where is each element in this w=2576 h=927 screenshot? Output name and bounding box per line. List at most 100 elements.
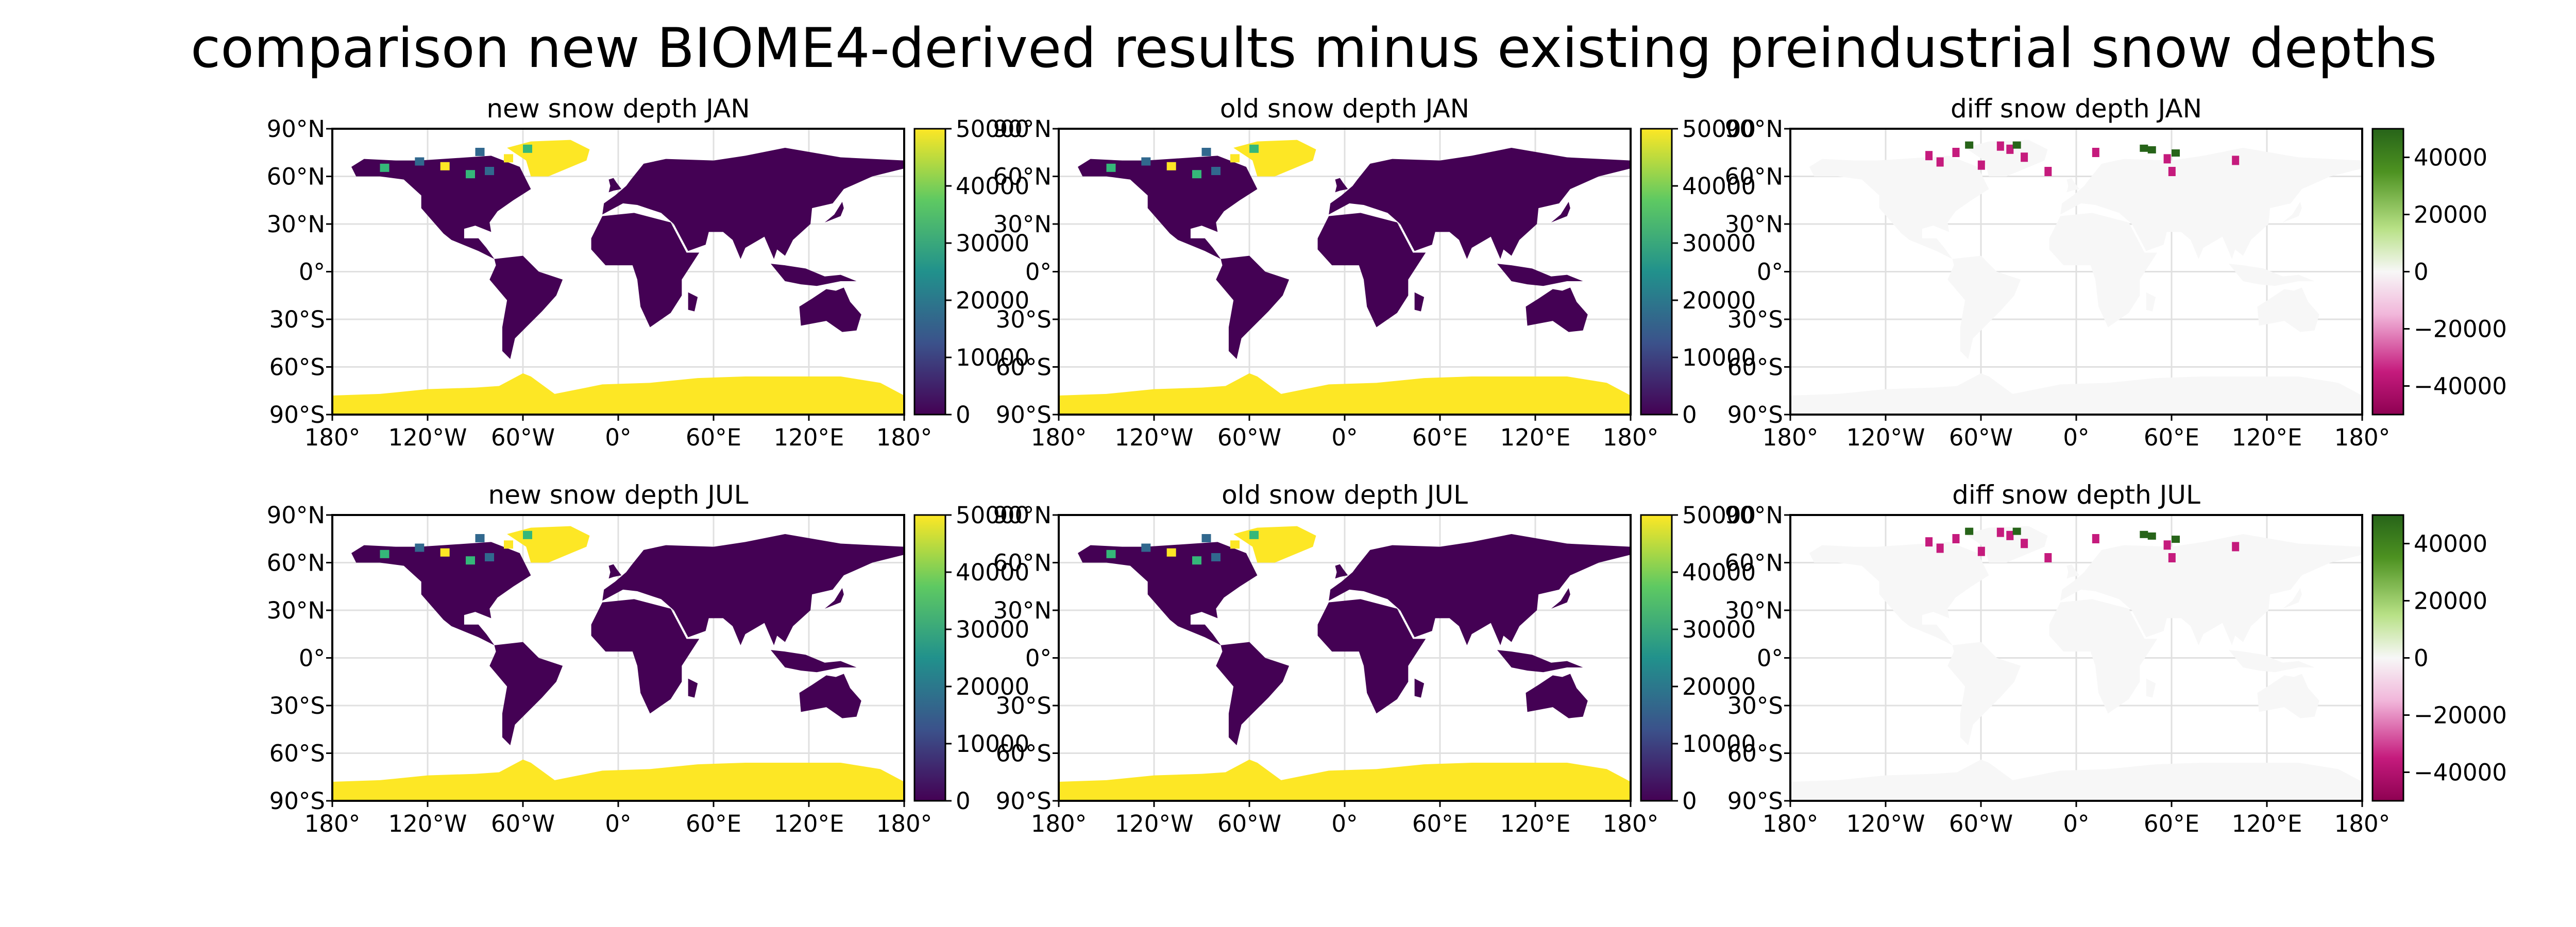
land-eurasia — [602, 148, 904, 259]
land-australia — [2257, 287, 2319, 332]
snow-cell — [1166, 162, 1176, 170]
x-tick-label: 120°W — [1846, 810, 1925, 837]
y-tick-label: 90°N — [1725, 502, 1783, 529]
x-tick-label: 60°W — [491, 810, 555, 837]
snow-cell — [1141, 543, 1151, 552]
x-tick-label: 120°W — [1115, 424, 1194, 451]
colorbar — [2371, 514, 2404, 802]
y-tick-label: 60°N — [267, 550, 325, 577]
colorbar-tick-label: 10000 — [1682, 344, 1756, 371]
diff-negative-cell — [1996, 141, 2004, 151]
diff-negative-cell — [2168, 167, 2176, 176]
plot-area — [332, 515, 904, 801]
snow-cell — [1249, 530, 1259, 539]
diff-negative-cell — [1977, 160, 1985, 170]
y-tick-label: 60°N — [993, 550, 1052, 577]
land-japan — [1551, 588, 1570, 609]
diff-negative-cell — [1925, 151, 1933, 161]
y-tick-label: 30°S — [996, 692, 1052, 719]
diff-positive-cell — [2140, 530, 2148, 538]
snow-cell — [1201, 534, 1211, 542]
snow-cell — [440, 548, 450, 557]
land-africa — [1317, 213, 1426, 328]
diff-negative-cell — [2006, 144, 2014, 154]
x-tick-label: 0° — [2063, 424, 2089, 451]
land-uk — [2066, 178, 2080, 193]
y-tick-label: 30°N — [993, 597, 1052, 624]
colorbar-tick-label: −40000 — [2414, 373, 2507, 400]
diff-negative-cell — [2092, 534, 2099, 543]
x-tick-label: 120°E — [1500, 810, 1571, 837]
x-tick-label: 60°E — [1412, 424, 1468, 451]
y-tick-label: 90°S — [269, 787, 325, 815]
diff-negative-cell — [1952, 148, 1960, 157]
land-australia — [799, 674, 861, 718]
snow-cell — [466, 556, 475, 565]
land-namerica — [1809, 156, 1989, 259]
land-madagascar — [2146, 292, 2156, 312]
snow-cell — [466, 170, 475, 179]
snow-cell — [485, 553, 494, 561]
snow-cell — [1192, 170, 1201, 179]
colorbar-tick-label: 10000 — [956, 344, 1029, 371]
y-tick-label: 90°S — [269, 401, 325, 428]
land-greenland — [1965, 140, 2048, 177]
colorbar-tick-label: 40000 — [1682, 173, 1756, 200]
map-panel-new-jan: new snow depth JAN 180° 120°W 60°W 0° 60°E 120… — [267, 94, 1030, 451]
diff-negative-cell — [1952, 534, 1960, 543]
y-tick-label: 30°S — [1727, 306, 1783, 333]
land-japan — [824, 201, 844, 222]
snow-cell — [1192, 556, 1201, 565]
diff-negative-cell — [1936, 157, 1944, 167]
land-eurasia — [1329, 148, 1631, 259]
x-tick-label: 180° — [1762, 424, 1818, 451]
x-tick-label: 60°W — [1217, 810, 1281, 837]
panel-title: new snow depth JUL — [488, 480, 749, 510]
x-tick-label: 60°E — [2144, 810, 2199, 837]
y-tick-label: 30°S — [1727, 692, 1783, 719]
map-panel-old-jan: old snow depth JAN 180° 120°W 60°W 0° 60°E 120… — [993, 94, 1756, 451]
colorbar-tick-label: 20000 — [2414, 201, 2487, 229]
diff-negative-cell — [2092, 148, 2099, 157]
x-tick-label: 120°E — [1500, 424, 1571, 451]
y-tick-label: 60°S — [269, 740, 325, 767]
land-namerica — [1809, 542, 1989, 645]
y-tick-label: 0° — [1757, 259, 1783, 286]
colorbar-tick-label: −20000 — [2414, 702, 2507, 729]
diff-negative-cell — [1936, 543, 1944, 553]
diff-negative-cell — [2163, 154, 2171, 164]
y-tick-label: 60°S — [1727, 354, 1783, 381]
land-eurasia — [2060, 148, 2362, 259]
y-tick-label: 60°N — [1725, 163, 1783, 191]
colorbar-tick-label: 40000 — [2414, 144, 2487, 171]
snow-cell — [504, 154, 513, 163]
snow-cell — [475, 534, 485, 542]
land-japan — [824, 588, 844, 609]
y-tick-label: 30°N — [1725, 211, 1783, 238]
diff-positive-cell — [2147, 532, 2156, 540]
y-tick-label: 60°S — [996, 740, 1052, 767]
land-australia — [1526, 674, 1588, 718]
colorbar-tick-label: 40000 — [956, 173, 1029, 200]
y-tick-label: 90°N — [267, 502, 325, 529]
snow-cell — [523, 144, 532, 153]
land-samerica — [1216, 255, 1290, 359]
land-madagascar — [1414, 678, 1425, 698]
diff-positive-cell — [2012, 527, 2021, 535]
diff-positive-cell — [2012, 141, 2021, 149]
diff-negative-cell — [2044, 553, 2052, 562]
colorbar-tick-label: 30000 — [956, 230, 1029, 257]
y-tick-label: 30°S — [269, 306, 325, 333]
colorbar-tick-label: 0 — [956, 401, 971, 428]
land-antarctica — [1790, 373, 2362, 415]
x-tick-label: 60°W — [1949, 424, 2013, 451]
land-australia — [799, 287, 861, 332]
colorbar-tick-label: 50000 — [1682, 115, 1756, 143]
land-antarctica — [332, 759, 904, 801]
x-tick-label: 0° — [1331, 810, 1358, 837]
diff-negative-cell — [1996, 527, 2004, 537]
land-indonesia — [1497, 650, 1583, 673]
land-africa — [591, 599, 700, 714]
panel-title: diff snow depth JUL — [1952, 480, 2200, 510]
colorbar-tick-label: 50000 — [956, 502, 1029, 529]
